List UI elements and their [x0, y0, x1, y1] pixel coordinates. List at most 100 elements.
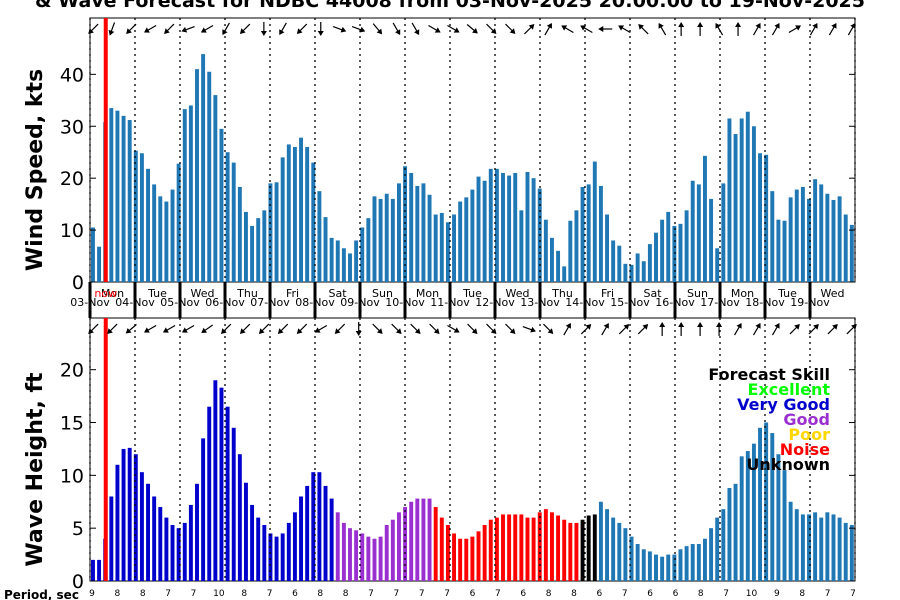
- wave-bar: [354, 530, 359, 581]
- direction-arrow-head: [832, 324, 838, 330]
- wind-bar: [348, 253, 352, 282]
- wind-bar: [366, 218, 371, 282]
- wind-bar: [641, 261, 646, 282]
- period-tick-label: 6: [596, 589, 602, 599]
- wave-bar: [715, 517, 720, 581]
- wave-bar: [825, 512, 830, 581]
- direction-arrow-head: [414, 29, 420, 36]
- wind-bar: [91, 227, 95, 282]
- wave-bar: [617, 522, 622, 581]
- direction-arrow-head: [279, 29, 285, 36]
- wind-bar: [262, 210, 267, 282]
- wave-bar: [513, 514, 518, 581]
- wave-bar: [311, 472, 316, 581]
- direction-arrow: [355, 322, 362, 336]
- wind-bar: [721, 183, 726, 282]
- wind-bar: [231, 162, 236, 282]
- period-tick-label: 8: [546, 589, 552, 599]
- wind-bar: [292, 147, 297, 282]
- direction-arrow: [143, 24, 157, 33]
- wave-bar: [335, 512, 340, 581]
- direction-arrow-head: [222, 29, 228, 36]
- wind-bar: [311, 162, 316, 282]
- y-tick-label: 5: [72, 518, 84, 540]
- wave-bar: [458, 538, 463, 581]
- direction-arrow: [391, 323, 402, 334]
- direction-arrow: [828, 22, 837, 36]
- wave-bar: [397, 512, 401, 581]
- wave-bar: [286, 522, 291, 581]
- wave-bar: [574, 522, 579, 581]
- direction-arrow-head: [642, 324, 649, 330]
- wave-bar: [91, 559, 95, 581]
- direction-arrow-head: [317, 31, 324, 36]
- wave-bar: [488, 519, 493, 581]
- direction-arrow-head: [812, 22, 818, 29]
- wave-bar: [207, 406, 212, 581]
- wave-bar: [721, 509, 726, 581]
- x-day-label: Wed: [821, 287, 845, 300]
- direction-arrow-head: [181, 327, 188, 333]
- direction-arrow-head: [678, 22, 685, 27]
- x-day-label: Sat: [643, 287, 662, 300]
- wind-bar: [470, 189, 475, 282]
- direction-arrow: [771, 22, 780, 36]
- x-day-label: Thu: [236, 287, 258, 300]
- period-tick-label: 7: [495, 589, 501, 599]
- y-tick-label: 10: [60, 220, 84, 242]
- wind-bar: [464, 197, 469, 282]
- wind-bar: [433, 214, 438, 282]
- direction-arrow-head: [851, 324, 857, 330]
- direction-arrow-head: [774, 22, 780, 29]
- direction-arrow-head: [755, 22, 761, 29]
- direction-arrow: [239, 23, 251, 34]
- direction-arrow-head: [831, 22, 837, 29]
- wave-bar: [709, 528, 714, 581]
- wind-bar: [274, 182, 279, 282]
- direction-arrow-head: [813, 324, 819, 330]
- wind-bar: [390, 198, 395, 282]
- wave-bar: [366, 536, 371, 581]
- wind-bar: [819, 184, 824, 282]
- wave-bar: [341, 522, 346, 581]
- wave-bar: [360, 533, 365, 581]
- wind-bar: [225, 152, 230, 282]
- direction-arrow-head: [623, 324, 630, 330]
- wind-bar: [794, 189, 799, 282]
- wind-bar: [580, 186, 585, 282]
- direction-arrow-head: [850, 22, 856, 29]
- wind-bar: [378, 198, 383, 282]
- direction-arrow: [126, 23, 137, 34]
- direction-arrow-head: [376, 328, 383, 334]
- period-tick-label: 7: [191, 589, 197, 599]
- wave-bar: [501, 514, 505, 581]
- direction-arrow-head: [395, 328, 402, 334]
- wind-bar: [341, 248, 346, 282]
- direction-arrow-head: [565, 322, 571, 329]
- direction-arrow: [847, 22, 856, 36]
- wave-bar: [268, 533, 273, 581]
- direction-arrow: [580, 25, 593, 34]
- direction-arrow: [542, 323, 554, 334]
- direction-arrow: [372, 23, 383, 35]
- wind-bar: [452, 214, 456, 282]
- wind-bar: [788, 197, 793, 282]
- chart-title: & Wave Forecast for NDBC 44008 from 03-N…: [35, 0, 865, 12]
- wave-bar: [409, 501, 414, 581]
- direction-arrow: [808, 324, 819, 335]
- direction-arrow: [429, 323, 440, 334]
- direction-arrow: [162, 324, 176, 333]
- wind-bar: [133, 150, 138, 282]
- wind-bar: [586, 184, 591, 282]
- wave-bar: [611, 517, 616, 581]
- wave-bar: [543, 509, 548, 581]
- wind-bar: [690, 180, 695, 282]
- wave-bar: [225, 406, 230, 581]
- direction-arrow: [164, 23, 175, 34]
- wave-bar: [433, 507, 438, 581]
- period-tick-label: 8: [114, 589, 120, 599]
- y-axis-label: Wind Speed, kts: [23, 69, 48, 271]
- direction-arrow-head: [395, 29, 401, 36]
- wind-bar: [666, 211, 671, 282]
- wave-bar: [837, 517, 842, 581]
